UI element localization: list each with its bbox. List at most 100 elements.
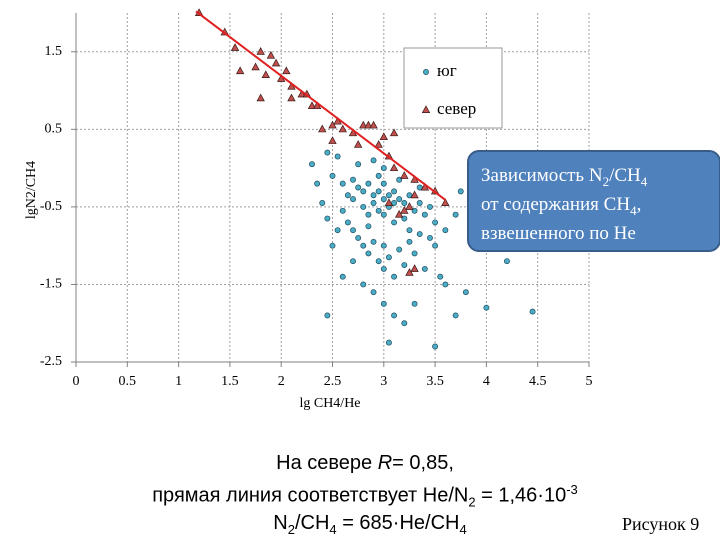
data-point xyxy=(416,200,423,206)
data-point xyxy=(401,262,408,269)
data-point xyxy=(334,153,341,160)
data-point xyxy=(405,268,414,276)
data-point xyxy=(421,211,428,218)
annotation-text: 4 xyxy=(640,173,648,189)
data-point xyxy=(406,238,413,245)
data-point xyxy=(405,202,414,210)
data-point xyxy=(350,196,356,203)
data-point xyxy=(442,281,449,288)
data-point xyxy=(355,184,362,191)
y-tick-label: 1.5 xyxy=(45,44,63,59)
data-point xyxy=(324,215,331,222)
legend-box xyxy=(403,47,503,129)
data-point xyxy=(427,234,433,241)
data-point xyxy=(235,66,245,75)
data-point xyxy=(375,207,382,214)
data-point xyxy=(318,124,327,133)
data-point xyxy=(370,289,377,296)
footer-text: /CH xyxy=(294,512,330,534)
data-point xyxy=(401,200,408,206)
data-point xyxy=(380,165,387,172)
data-point xyxy=(406,227,413,234)
data-point xyxy=(400,206,409,214)
footer-text: = 0,85, xyxy=(392,452,454,474)
annotation: Зависимость N2/CH4 от содержания CH4, вз… xyxy=(467,150,720,252)
y-axis-label: lgN2/CH4 xyxy=(24,161,39,219)
data-point xyxy=(282,66,291,75)
x-tick-label: 0.5 xyxy=(119,374,137,389)
data-point xyxy=(319,200,326,206)
annotation-text: 2 xyxy=(602,173,610,189)
data-point xyxy=(339,273,346,280)
data-point xyxy=(391,273,398,280)
data-point xyxy=(360,203,367,210)
data-point xyxy=(360,242,367,249)
data-point xyxy=(261,70,270,78)
data-point xyxy=(329,172,336,179)
footer-text: 2 xyxy=(468,494,476,510)
legend-marker xyxy=(421,105,431,113)
annotation-text: Зависимость N xyxy=(481,165,603,186)
data-point xyxy=(391,312,398,319)
data-point xyxy=(339,207,346,214)
data-point xyxy=(344,219,351,226)
data-point xyxy=(389,163,399,172)
data-point xyxy=(365,223,372,230)
data-point xyxy=(411,300,418,307)
y-tick-label: 0.5 xyxy=(45,122,63,137)
data-point xyxy=(350,176,356,183)
footer-text: = 1,46·10 xyxy=(475,484,567,507)
data-point xyxy=(365,180,372,187)
data-point xyxy=(380,211,387,218)
data-point xyxy=(314,180,321,187)
annotation-text: 4 xyxy=(630,202,637,218)
data-point xyxy=(365,211,372,218)
data-point xyxy=(389,128,399,137)
data-point xyxy=(256,93,265,102)
data-point xyxy=(370,200,377,206)
data-point xyxy=(370,192,377,199)
data-point xyxy=(339,180,346,187)
data-point xyxy=(370,157,377,164)
footer-text: На севере xyxy=(276,452,378,474)
data-point xyxy=(230,43,240,51)
data-point xyxy=(452,312,459,319)
data-point xyxy=(432,219,439,226)
trend-line xyxy=(195,10,446,201)
x-tick-label: 2.5 xyxy=(324,374,342,389)
data-point xyxy=(416,231,423,237)
data-point xyxy=(395,209,404,218)
data-point xyxy=(391,219,398,226)
footer-text: -3 xyxy=(566,482,578,497)
data-point xyxy=(334,227,341,234)
data-point xyxy=(380,300,387,307)
y-tick-label: -2.5 xyxy=(40,354,62,369)
data-point xyxy=(380,242,387,249)
data-point xyxy=(432,242,439,249)
data-point xyxy=(427,203,433,210)
data-point xyxy=(380,196,387,203)
data-point xyxy=(380,180,387,187)
data-point xyxy=(437,273,444,280)
data-point xyxy=(355,234,362,241)
x-tick-label: 3.5 xyxy=(426,374,444,389)
data-point xyxy=(400,171,409,179)
data-point xyxy=(251,62,260,71)
data-point xyxy=(375,258,382,265)
data-point xyxy=(380,265,387,272)
data-point xyxy=(344,192,351,199)
data-point xyxy=(266,50,276,59)
data-point xyxy=(421,265,428,272)
data-point xyxy=(483,304,490,311)
data-point xyxy=(391,188,398,195)
x-tick-label: 1 xyxy=(175,374,182,389)
legend-label: юг xyxy=(437,61,457,80)
data-point xyxy=(375,172,382,179)
annotation-text: /CH xyxy=(609,165,641,186)
data-point xyxy=(462,289,469,296)
data-point xyxy=(452,211,459,218)
data-point xyxy=(411,250,418,257)
data-point xyxy=(324,312,331,319)
data-point xyxy=(350,227,356,234)
data-point xyxy=(365,250,372,257)
